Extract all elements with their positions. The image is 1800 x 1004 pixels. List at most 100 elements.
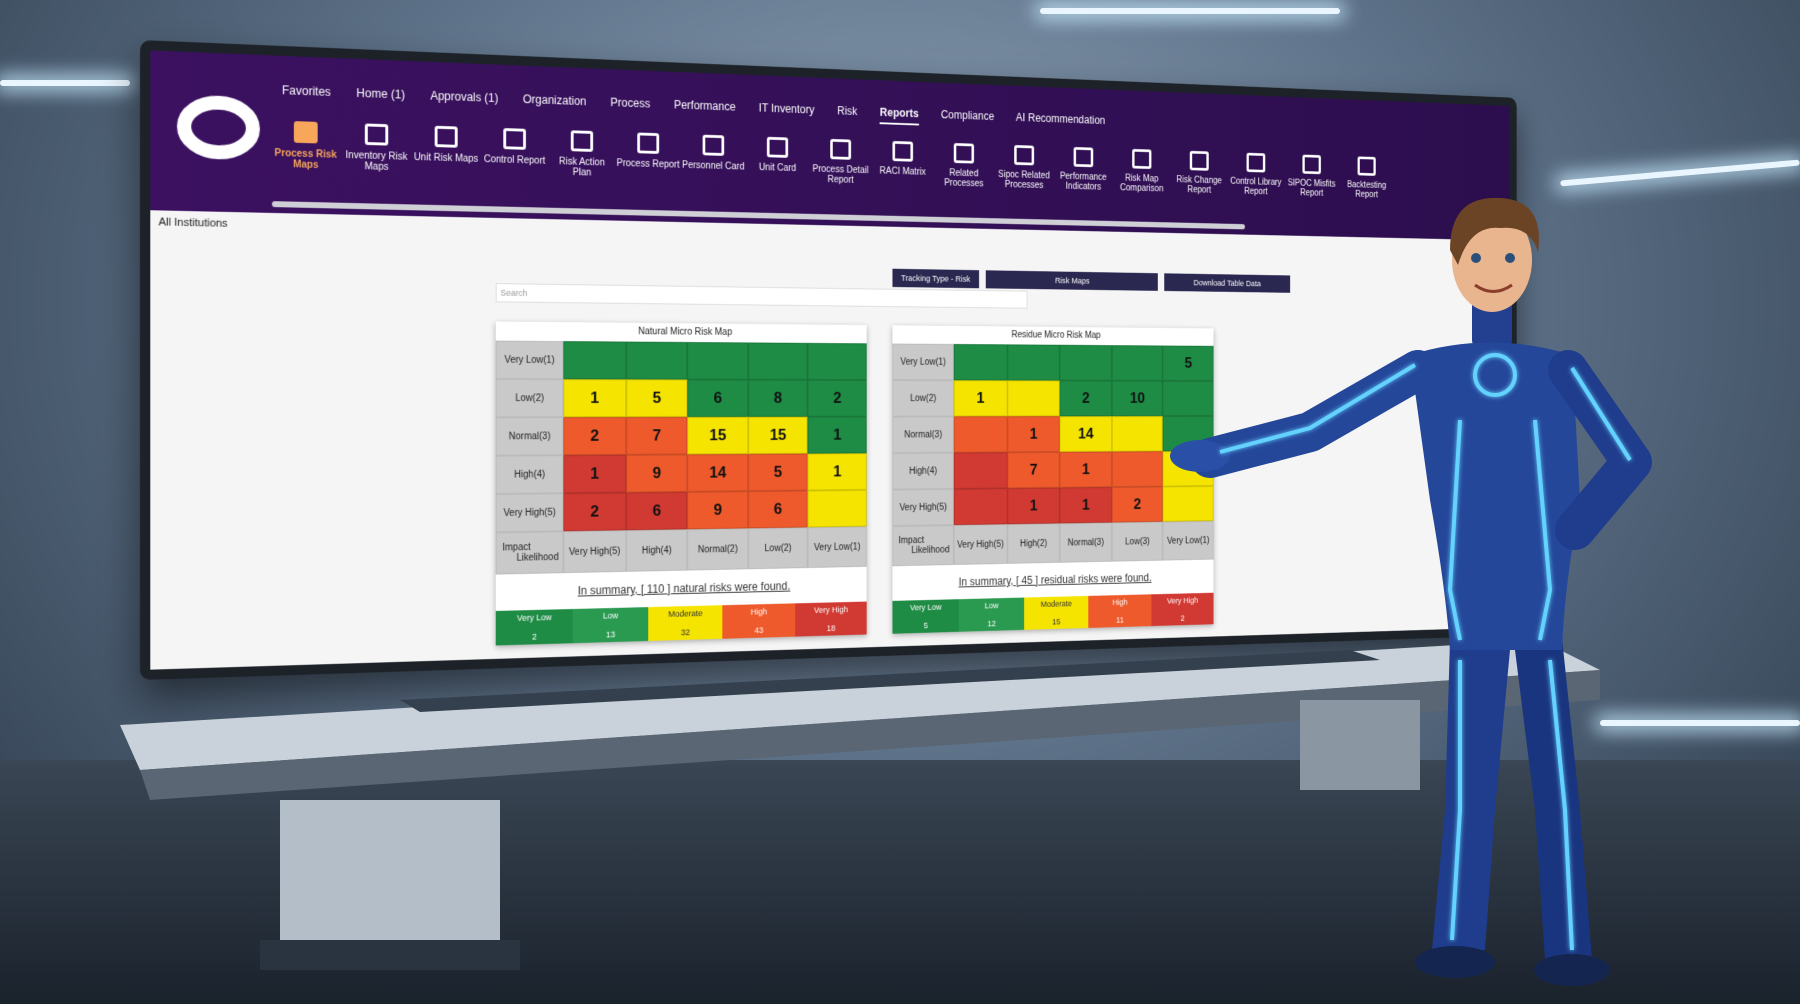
menu-item[interactable]: Home (1) xyxy=(356,86,406,102)
menu-item[interactable]: IT Inventory xyxy=(758,101,815,117)
risk-cell xyxy=(748,342,808,380)
toolbar-item[interactable]: Inventory Risk Maps xyxy=(341,123,411,174)
risk-cell xyxy=(807,342,867,380)
legend-item: Low 12 xyxy=(958,597,1025,632)
legend-value: 43 xyxy=(754,625,764,636)
risk-cell xyxy=(1059,344,1112,381)
menu-item[interactable]: Organization xyxy=(522,92,587,109)
risk-cell: 7 xyxy=(625,416,688,455)
legend-item: High 11 xyxy=(1088,594,1152,628)
risk-cell: 9 xyxy=(687,491,749,530)
menu-item[interactable]: Favorites xyxy=(281,83,331,99)
menu-item[interactable]: Risk xyxy=(837,104,858,118)
column-label: Very High(5) xyxy=(953,524,1008,565)
risk-cell xyxy=(1111,416,1163,452)
row-label: Normal(3) xyxy=(495,417,564,456)
legend-value: 11 xyxy=(1116,615,1124,625)
toolbar-item[interactable]: Control Report xyxy=(481,127,549,177)
legend-item: Low 13 xyxy=(572,607,649,644)
menu-item[interactable]: Process xyxy=(610,95,651,111)
toolbar-item[interactable]: Process Detail Report xyxy=(809,138,872,186)
row-label: High(4) xyxy=(495,455,564,495)
toolbar-item[interactable]: Unit Card xyxy=(746,136,810,184)
light-strip xyxy=(1040,8,1340,14)
risk-cell: 15 xyxy=(687,416,749,455)
row-label: Very Low(1) xyxy=(892,343,954,381)
risk-cell xyxy=(1111,451,1163,488)
column-label: Normal(2) xyxy=(687,528,749,571)
row-label: Low(2) xyxy=(892,380,954,417)
risk-cell: 1 xyxy=(1059,451,1112,488)
corner: Impact Likelihood xyxy=(892,525,954,567)
menu-item[interactable]: AI Recommendation xyxy=(1015,110,1106,127)
column-label: High(4) xyxy=(625,529,688,572)
risk-cell xyxy=(687,342,749,380)
row-label: Very High(5) xyxy=(892,488,954,527)
scrollbar[interactable] xyxy=(271,201,1245,230)
menu-item[interactable]: Performance xyxy=(673,98,736,114)
row-label: Low(2) xyxy=(495,378,564,418)
legend-label: Moderate xyxy=(1040,599,1072,609)
legend-item: Moderate 15 xyxy=(1024,595,1089,630)
row-label: Very Low(1) xyxy=(495,340,564,380)
legend-label: Moderate xyxy=(668,608,703,619)
toolbar-item[interactable]: Risk Action Plan xyxy=(548,130,615,179)
risk-cell: 1 xyxy=(563,379,626,418)
risk-cell: 14 xyxy=(687,454,749,492)
risk-cell xyxy=(953,416,1008,453)
toolbar-item[interactable]: Related Processes xyxy=(933,142,994,189)
risk-cell: 1 xyxy=(1007,487,1060,525)
legend-label: Low xyxy=(603,610,619,621)
light-strip xyxy=(0,80,130,86)
toolbar-item[interactable]: Performance Indicators xyxy=(1054,146,1113,193)
menu-item[interactable]: Approvals (1) xyxy=(430,88,499,105)
legend-value: 5 xyxy=(923,620,928,631)
risk-cell: 1 xyxy=(807,453,867,491)
corner-bottom: Likelihood xyxy=(516,552,559,564)
light-strip xyxy=(1600,720,1800,726)
risk-cell: 1 xyxy=(1007,416,1060,453)
risk-cell: 15 xyxy=(748,416,808,455)
mascot xyxy=(1170,197,1652,986)
risk-cell xyxy=(1007,380,1060,417)
toolbar-item[interactable]: Process Risk Maps xyxy=(270,120,341,171)
column-label: Normal(3) xyxy=(1059,522,1112,563)
toolbar-item[interactable]: Unit Risk Maps xyxy=(412,125,481,175)
toolbar-item[interactable]: Process Report xyxy=(615,132,681,181)
risk-grid: Very Low(1) Low(2) 1 5 6 8 2 Normal(3) 2 7 15 15 1 Hi… xyxy=(495,340,867,575)
risk-cell xyxy=(563,341,626,380)
button[interactable]: Risk Maps xyxy=(985,270,1158,291)
logo[interactable] xyxy=(173,91,264,163)
menu-item[interactable]: Reports xyxy=(879,105,919,126)
toolbar-item[interactable]: Personnel Card xyxy=(681,134,746,183)
legend-label: Very High xyxy=(814,604,849,615)
risk-cell xyxy=(953,344,1008,381)
risk-map: Natural Micro Risk Map Very Low(1) Low(2) 1… xyxy=(495,321,867,646)
column-label: Low(3) xyxy=(1111,521,1163,562)
legend-item: Very Low 5 xyxy=(892,599,959,634)
risk-cell: 6 xyxy=(625,491,688,531)
risk-cell: 8 xyxy=(748,379,808,417)
corner: Impact Likelihood xyxy=(495,531,564,575)
column-label: Low(2) xyxy=(748,527,808,570)
risk-cell: 6 xyxy=(687,379,749,417)
legend-label: High xyxy=(750,606,768,617)
menu-item[interactable]: Compliance xyxy=(940,108,995,123)
legend-value: 12 xyxy=(987,618,996,629)
risk-cell xyxy=(1111,345,1163,381)
risk-cell: 2 xyxy=(807,379,867,417)
toolbar-item[interactable]: RACI Matrix xyxy=(872,140,934,187)
corner-bottom: Likelihood xyxy=(911,545,950,556)
risk-cell xyxy=(953,488,1008,526)
toolbar-item[interactable]: Sipoc Related Processes xyxy=(994,144,1054,191)
legend-value: 13 xyxy=(605,629,616,640)
column-label: High(2) xyxy=(1007,523,1060,564)
risk-cell: 5 xyxy=(625,379,688,418)
row-label: High(4) xyxy=(892,452,954,490)
button[interactable]: Tracking Type - Risk xyxy=(892,268,979,289)
breadcrumb[interactable]: All Institutions xyxy=(158,216,228,230)
risk-cell xyxy=(625,341,688,380)
legend-value: 15 xyxy=(1052,617,1061,627)
legend-value: 32 xyxy=(680,627,690,638)
risk-cell: 2 xyxy=(1111,486,1163,523)
